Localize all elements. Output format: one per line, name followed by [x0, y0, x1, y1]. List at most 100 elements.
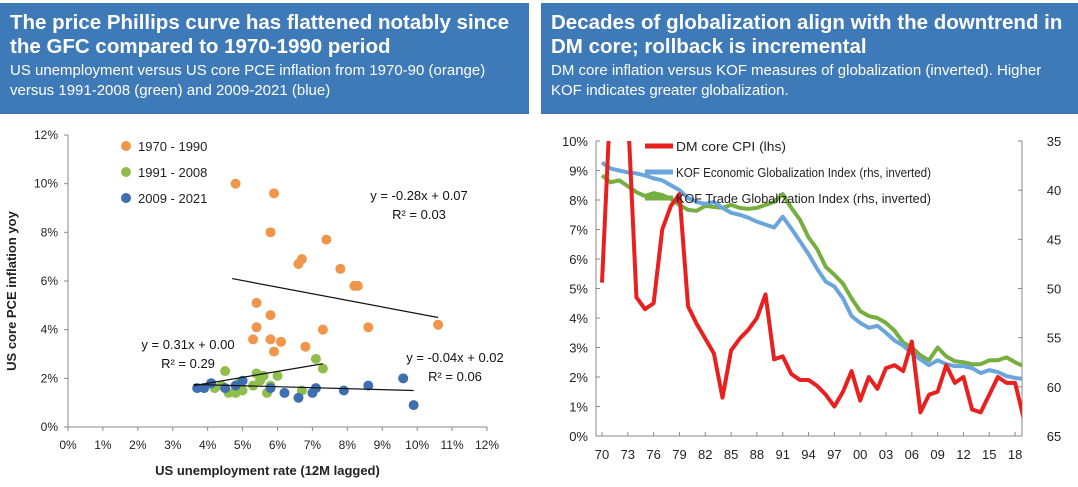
- trendline-1970-1990: [231, 277, 439, 319]
- right-chart-subtitle: DM core inflation versus KOF measures of…: [551, 62, 1042, 99]
- x-tick-label: 5%: [234, 438, 252, 452]
- scatter-point-1970-1990: [349, 280, 360, 291]
- left-y-tick-label: 0%: [569, 429, 588, 444]
- trend-equation-1970-1990: y = -0.28x + 0.07: [370, 188, 468, 203]
- x-tick-label: 12%: [475, 438, 499, 452]
- series-line-kof-economic-globalization-index-rhs-inverted: [600, 160, 1022, 381]
- scatter-point-1970-1990: [275, 336, 286, 347]
- left-y-tick-label: 1%: [569, 400, 588, 415]
- legend-marker-1970-1990: [121, 141, 131, 151]
- left-y-tick-label: 5%: [569, 282, 588, 297]
- scatter-point-1970-1990: [269, 188, 280, 199]
- scatter-point-2009-2021: [338, 385, 349, 396]
- legend-label-2009-2021: 2009 - 2021: [138, 191, 207, 206]
- scatter-point-2009-2021: [408, 400, 419, 411]
- x-tick-label: 85: [724, 447, 738, 462]
- x-tick-label: 76: [646, 447, 660, 462]
- y-tick-label: 10%: [34, 177, 58, 191]
- scatter-point-1970-1990: [363, 322, 374, 333]
- x-tick-label: 2%: [129, 438, 147, 452]
- trend-equation-1991-2008: y = 0.31x + 0.00: [141, 337, 234, 352]
- left-y-tick-label: 6%: [569, 252, 588, 267]
- scatter-point-1970-1990: [293, 258, 304, 269]
- x-tick-label: 4%: [199, 438, 217, 452]
- x-tick-label: 0%: [59, 438, 77, 452]
- x-axis-title: US unemployment rate (12M lagged): [155, 463, 380, 478]
- legend-label-dm-core-cpi-lhs: DM core CPI (lhs): [676, 139, 786, 154]
- scatter-point-1970-1990: [317, 324, 328, 335]
- right-chart-panel: Decades of globalization align with the …: [541, 0, 1078, 487]
- legend-label-1991-2008: 1991 - 2008: [138, 165, 207, 180]
- y-tick-label: 4%: [41, 323, 59, 337]
- phillips-curve-scatter-chart: 0% 1% 2% 3% 4% 5% 6% 7% 8% 9% 10% 11% 12% 0% 2% 4% 6% 8% 1…: [4, 128, 504, 478]
- left-y-tick-label: 9%: [569, 164, 588, 179]
- right-chart-banner: Decades of globalization align with the …: [541, 3, 1078, 114]
- scatter-point-1991-2008: [317, 363, 328, 374]
- legend-label-kof-trade-globalization-index-rhs-inverted: KOF Trade Globalization Index (rhs, inve…: [676, 191, 931, 206]
- x-tick-label: 18: [1008, 447, 1022, 462]
- left-y-tick-label: 2%: [569, 370, 588, 385]
- left-chart-panel: The price Phillips curve has flattened n…: [0, 0, 529, 487]
- left-y-tick-label: 4%: [569, 311, 588, 326]
- x-tick-label: 79: [672, 447, 686, 462]
- scatter-point-1991-2008: [255, 375, 266, 386]
- x-tick-label: 3%: [164, 438, 182, 452]
- scatter-point-1970-1990: [265, 227, 276, 238]
- trend-r2-1991-2008: R² = 0.29: [161, 356, 215, 371]
- trendline-1991-2008: [193, 363, 323, 387]
- right-y-tick-label: 40: [1047, 183, 1061, 198]
- x-tick-label: 10%: [405, 438, 429, 452]
- y-tick-label: 8%: [41, 225, 59, 239]
- scatter-point-1970-1990: [230, 178, 241, 189]
- x-tick-label: 9%: [374, 438, 392, 452]
- y-tick-label: 6%: [41, 274, 59, 288]
- x-tick-label: 94: [801, 447, 815, 462]
- x-tick-label: 8%: [339, 438, 357, 452]
- scatter-point-1970-1990: [433, 319, 444, 330]
- scatter-point-1970-1990: [265, 310, 276, 321]
- scatter-point-1970-1990: [251, 297, 262, 308]
- x-tick-label: 06: [905, 447, 919, 462]
- trend-r2-1970-1990: R² = 0.03: [392, 207, 446, 222]
- left-chart-subtitle: US unemployment versus US core PCE infla…: [10, 62, 486, 99]
- legend-label-1970-1990: 1970 - 1990: [138, 139, 207, 154]
- scatter-point-1991-2008: [230, 387, 241, 398]
- x-tick-label: 09: [930, 447, 944, 462]
- legend-marker-2009-2021: [121, 193, 131, 203]
- left-y-tick-label: 7%: [569, 223, 588, 238]
- scatter-point-1970-1990: [248, 334, 259, 345]
- legend-marker-1991-2008: [121, 167, 131, 177]
- scatter-point-1991-2008: [310, 353, 321, 364]
- x-tick-label: 88: [750, 447, 764, 462]
- scatter-point-1991-2008: [272, 370, 283, 381]
- left-y-tick-label: 10%: [562, 134, 588, 149]
- scatter-point-1970-1990: [251, 322, 262, 333]
- scatter-point-1970-1990: [265, 334, 276, 345]
- y-tick-label: 2%: [41, 371, 59, 385]
- x-tick-label: 73: [621, 447, 635, 462]
- x-tick-label: 70: [595, 447, 609, 462]
- trendline-2009-2021: [193, 383, 414, 392]
- y-tick-label: 12%: [34, 128, 58, 142]
- x-tick-label: 7%: [304, 438, 322, 452]
- x-tick-label: 03: [879, 447, 893, 462]
- x-tick-label: 6%: [269, 438, 287, 452]
- left-chart-banner: The price Phillips curve has flattened n…: [0, 3, 529, 114]
- left-y-tick-label: 3%: [569, 341, 588, 356]
- scatter-point-1970-1990: [269, 346, 280, 357]
- left-y-tick-label: 8%: [569, 193, 588, 208]
- scatter-point-1970-1990: [300, 341, 311, 352]
- right-chart-title: Decades of globalization align with the …: [551, 11, 1063, 58]
- right-y-tick-label: 50: [1047, 282, 1061, 297]
- x-tick-label: 91: [775, 447, 789, 462]
- x-tick-label: 11%: [441, 438, 464, 452]
- series-line-dm-core-cpi-lhs: [600, 141, 1022, 419]
- x-tick-label: 97: [827, 447, 841, 462]
- right-y-tick-label: 45: [1047, 232, 1061, 247]
- x-tick-label: 1%: [94, 438, 112, 452]
- scatter-point-1991-2008: [220, 366, 231, 377]
- legend-label-kof-economic-globalization-index-rhs-inverted: KOF Economic Globalization Index (rhs, i…: [676, 165, 931, 180]
- scatter-point-2009-2021: [265, 383, 276, 394]
- scatter-point-2009-2021: [199, 383, 210, 394]
- scatter-point-1970-1990: [321, 234, 332, 245]
